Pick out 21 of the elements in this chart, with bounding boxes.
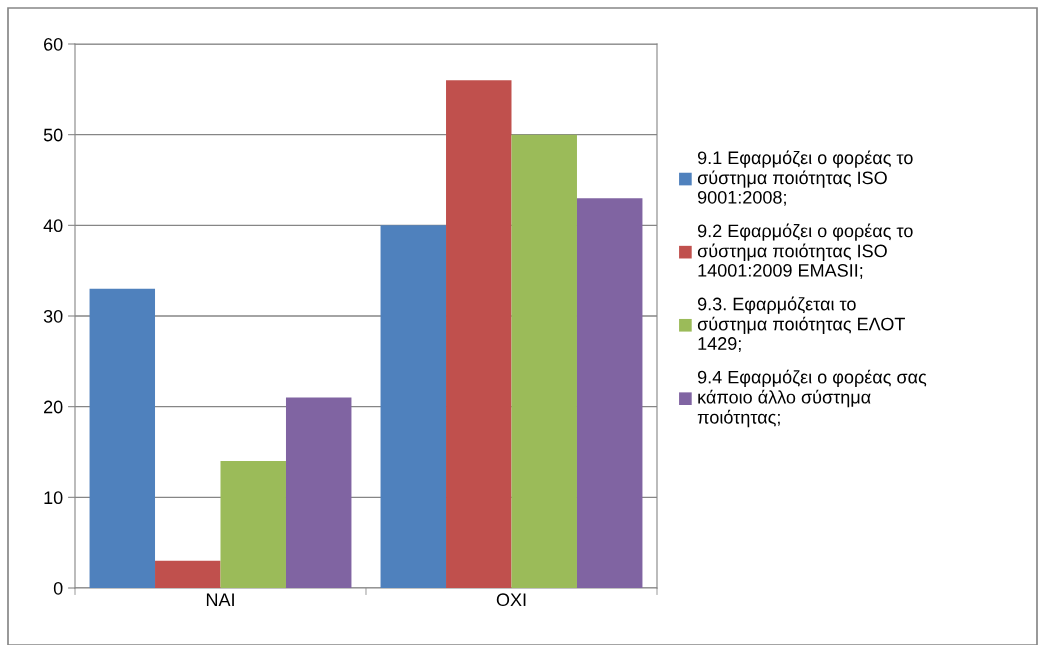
bar <box>576 198 643 588</box>
y-tick-label: 10 <box>44 491 63 505</box>
legend-label: 9.2 Εφαρμόζει ο φορέας το σύστημα ποιότητας ISO 14001:2009 EMASII; <box>697 223 913 279</box>
y-tick-label: 40 <box>43 219 63 233</box>
y-tick-label: 60 <box>44 37 63 51</box>
y-tick-label: 20 <box>44 400 63 414</box>
legend-label: 9.3. Εφαρμόζεται το σύστημα ποιότητας ΕΛΟΤ 1429; <box>697 296 905 353</box>
y-tick-label: 30 <box>43 309 63 323</box>
legend-label: 9.4 Εφαρμόζει ο φορέας σας κάποιο άλλο σύστημα ποιότητας; <box>697 369 927 428</box>
x-tick-label: NAI <box>206 593 234 606</box>
bar <box>380 225 447 588</box>
y-tick-label: 0 <box>53 581 63 595</box>
legend-label: 9.1 Εφαρμόζει ο φορέας το σύστημα ποιότητας ISO 9001:2008; <box>697 150 913 206</box>
x-tick-label: OXI <box>496 593 526 607</box>
bar <box>511 134 577 588</box>
bar <box>89 288 156 588</box>
bar <box>155 560 221 588</box>
y-tick-label: 50 <box>43 128 63 142</box>
bar <box>285 397 352 588</box>
bar <box>446 80 512 588</box>
bar <box>220 461 286 588</box>
